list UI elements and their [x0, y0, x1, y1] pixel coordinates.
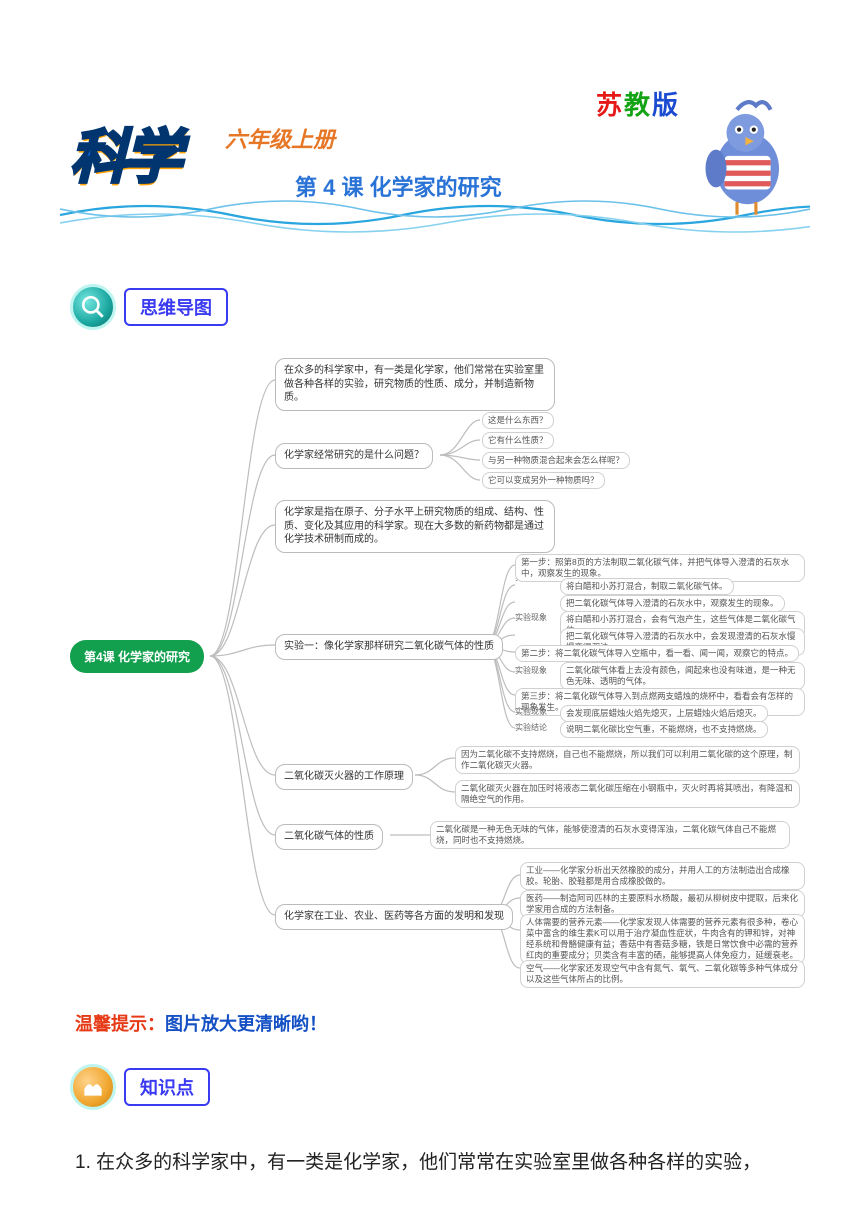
mindmap-node-definition: 化学家是指在原子、分子水平上研究物质的组成、结构、性质、变化及其应用的科学家。现… — [275, 500, 555, 553]
n7-l2: 人体需要的营养元素——化学家发现人体需要的营养元素有很多种，卷心菜中富含的维生素… — [520, 914, 805, 964]
n4-key-9: 实验结论 — [515, 722, 547, 733]
n4-v9: 说明二氧化碳比空气重，不能燃烧，也不支持燃烧。 — [560, 721, 768, 738]
n4-v5: 第二步：将二氧化碳气体导入空瓶中，看一看、闻一闻，观察它的特点。 — [515, 645, 799, 662]
mindmap: 第4课 化学家的研究 在众多的科学家中，有一类是化学家，他们常常在实验室里做各种… — [70, 340, 810, 980]
grade-suffix: 上册 — [291, 127, 335, 152]
hint-blue: 图片放大更清晰哟！ — [165, 1014, 327, 1034]
mindmap-node-experiment: 实验一：像化学家那样研究二氧化碳气体的性质 — [275, 634, 503, 660]
section-mindmap-label: 思维导图 — [124, 288, 228, 326]
n7-l3: 空气——化学家还发现空气中含有氮气、氧气、二氧化碳等多种气体成分以及这些气体所占… — [520, 960, 805, 988]
n4-v2: 把二氧化碳气体导入澄清的石灰水中，观察发生的现象。 — [560, 595, 785, 612]
n4-v8: 会发现底层蜡烛火焰先熄灭，上层蜡烛火焰后熄灭。 — [560, 705, 768, 722]
magnifier-icon — [70, 284, 116, 330]
n4-key-3: 实验现象 — [515, 612, 547, 623]
brand-char-1: 苏 — [596, 90, 624, 120]
grade-label: 六年级上册 — [225, 122, 335, 154]
n5-l0: 因为二氧化碳不支持燃烧，自己也不能燃烧，所以我们可以利用二氧化碳的这个原理，制作… — [455, 746, 800, 774]
n6-l: 二氧化碳是一种无色无味的气体，能够使澄清的石灰水变得浑浊，二氧化碳气体自己不能燃… — [430, 821, 790, 849]
n5-l1: 二氧化碳灭火器在加压时将液态二氧化碳压缩在小钢瓶中，灭火时再将其喷出，有降温和隔… — [455, 780, 800, 808]
subject-logo-text: 科学 — [70, 125, 178, 190]
grade-prefix: 六年级 — [225, 127, 291, 152]
brand-tag: 苏教版 — [596, 85, 680, 122]
leaf-q3: 与另一种物质混合起来会怎么样呢？ — [482, 452, 630, 469]
section-mindmap-badge: 思维导图 — [70, 284, 228, 330]
section-knowledge-label: 知识点 — [124, 1068, 210, 1106]
leaf-q1: 这是什么东西？ — [482, 412, 554, 429]
hint-text: 温馨提示：图片放大更清晰哟！ — [75, 1010, 327, 1036]
section-knowledge-badge: 知识点 — [70, 1064, 210, 1110]
n4-v1: 将白醋和小苏打混合，制取二氧化碳气体。 — [560, 578, 734, 595]
mindmap-node-discoveries: 化学家在工业、农业、医药等各方面的发明和发现 — [275, 904, 513, 930]
leaf-q2: 它有什么性质？ — [482, 432, 554, 449]
mindmap-root: 第4课 化学家的研究 — [70, 640, 204, 673]
mindmap-node-extinguisher: 二氧化碳灭火器的工作原理 — [275, 764, 413, 790]
bird-mascot-icon — [695, 95, 800, 215]
brand-char-2: 教 — [624, 90, 652, 120]
n4-key-6: 实验现象 — [515, 665, 547, 676]
mindmap-node-properties: 二氧化碳气体的性质 — [275, 824, 383, 850]
hint-red: 温馨提示： — [75, 1014, 165, 1034]
hands-icon — [70, 1064, 116, 1110]
n4-v6: 二氧化碳气体看上去没有颜色，闻起来也没有味道，是一种无色无味、透明的气体。 — [560, 662, 805, 690]
leaf-q4: 它可以变成另外一种物质吗？ — [482, 472, 605, 489]
body-paragraph: 1. 在众多的科学家中，有一类是化学家，他们常常在实验室里做各种各样的实验， — [75, 1145, 800, 1181]
page-header: 苏教版 科学 六年级上册 第 4 课 化学家的研究 — [0, 0, 860, 270]
brand-char-3: 版 — [652, 90, 680, 120]
subject-logo: 科学 — [70, 110, 178, 194]
mindmap-node-questions: 化学家经常研究的是什么问题？ — [275, 443, 433, 469]
mindmap-node-intro: 在众多的科学家中，有一类是化学家，他们常常在实验室里做各种各样的实验，研究物质的… — [275, 358, 555, 411]
n4-key-8: 实验现象 — [515, 706, 547, 717]
n7-l0: 工业——化学家分析出天然橡胶的成分，并用人工的方法制造出合成橡胶。轮胎、胶鞋都是… — [520, 862, 805, 890]
